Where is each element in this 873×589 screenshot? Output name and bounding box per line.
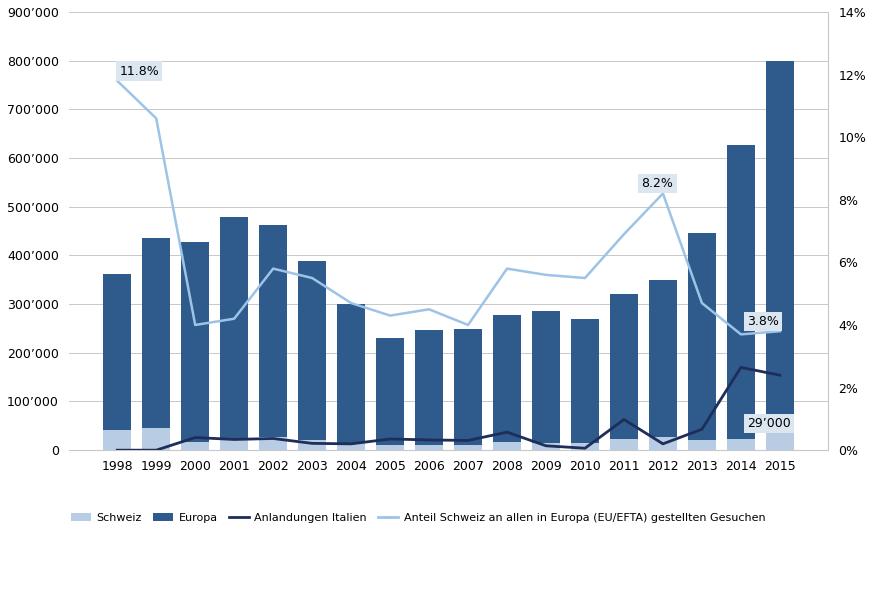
Bar — [493, 442, 521, 450]
Anlandungen Italien — [423, 436, 434, 444]
Anlandungen Italien — [151, 446, 162, 454]
Bar — [571, 443, 599, 450]
Bar — [688, 440, 716, 450]
Anteil Schweiz an allen in Europa (EU/EFTA) gestellten Gesuchen — [229, 315, 239, 322]
Bar — [571, 319, 599, 450]
Bar — [688, 233, 716, 450]
Text: 8.2%: 8.2% — [642, 177, 673, 190]
Bar — [376, 337, 404, 450]
Bar — [220, 217, 248, 450]
Anteil Schweiz an allen in Europa (EU/EFTA) gestellten Gesuchen — [346, 300, 356, 307]
Anlandungen Italien — [190, 434, 201, 441]
Bar — [727, 439, 755, 450]
Anlandungen Italien — [619, 416, 629, 423]
Bar — [649, 436, 677, 450]
Anlandungen Italien — [736, 364, 746, 371]
Anlandungen Italien — [580, 445, 590, 452]
Anteil Schweiz an allen in Europa (EU/EFTA) gestellten Gesuchen — [112, 77, 122, 84]
Anlandungen Italien — [268, 435, 278, 442]
Anlandungen Italien — [112, 446, 122, 454]
Anteil Schweiz an allen in Europa (EU/EFTA) gestellten Gesuchen — [268, 265, 278, 272]
Anlandungen Italien — [540, 442, 551, 449]
Anteil Schweiz an allen in Europa (EU/EFTA) gestellten Gesuchen — [423, 306, 434, 313]
Bar — [766, 431, 794, 450]
Bar — [415, 330, 443, 450]
Bar — [532, 312, 560, 450]
Bar — [182, 442, 210, 450]
Anlandungen Italien — [502, 429, 512, 436]
Anteil Schweiz an allen in Europa (EU/EFTA) gestellten Gesuchen — [657, 190, 668, 197]
Bar — [727, 145, 755, 450]
Bar — [454, 329, 482, 450]
Anteil Schweiz an allen in Europa (EU/EFTA) gestellten Gesuchen — [385, 312, 395, 319]
Anlandungen Italien — [385, 435, 395, 442]
Anlandungen Italien — [657, 441, 668, 448]
Bar — [532, 444, 560, 450]
Anteil Schweiz an allen in Europa (EU/EFTA) gestellten Gesuchen — [619, 231, 629, 238]
Anteil Schweiz an allen in Europa (EU/EFTA) gestellten Gesuchen — [697, 300, 707, 307]
Bar — [259, 225, 287, 450]
Anteil Schweiz an allen in Europa (EU/EFTA) gestellten Gesuchen — [307, 274, 318, 282]
Legend: Schweiz, Europa, Anlandungen Italien, Anteil Schweiz an allen in Europa (EU/EFTA: Schweiz, Europa, Anlandungen Italien, An… — [66, 508, 770, 527]
Anteil Schweiz an allen in Europa (EU/EFTA) gestellten Gesuchen — [736, 331, 746, 338]
Anlandungen Italien — [229, 436, 239, 443]
Anlandungen Italien — [463, 437, 473, 444]
Bar — [415, 445, 443, 450]
Anteil Schweiz an allen in Europa (EU/EFTA) gestellten Gesuchen — [580, 274, 590, 282]
Anlandungen Italien — [697, 426, 707, 433]
Bar — [142, 238, 170, 450]
Anteil Schweiz an allen in Europa (EU/EFTA) gestellten Gesuchen — [540, 272, 551, 279]
Text: 29’000: 29’000 — [746, 417, 791, 431]
Anlandungen Italien — [774, 372, 785, 379]
Text: 3.8%: 3.8% — [746, 315, 779, 328]
Bar — [493, 315, 521, 450]
Bar — [220, 441, 248, 450]
Bar — [259, 437, 287, 450]
Bar — [610, 294, 638, 450]
Bar — [103, 274, 131, 450]
Anteil Schweiz an allen in Europa (EU/EFTA) gestellten Gesuchen — [502, 265, 512, 272]
Bar — [337, 444, 365, 450]
Bar — [610, 439, 638, 450]
Bar — [376, 445, 404, 450]
Bar — [103, 430, 131, 450]
Text: 11.8%: 11.8% — [120, 65, 159, 78]
Anteil Schweiz an allen in Europa (EU/EFTA) gestellten Gesuchen — [463, 322, 473, 329]
Anteil Schweiz an allen in Europa (EU/EFTA) gestellten Gesuchen — [151, 115, 162, 122]
Bar — [298, 262, 327, 450]
Bar — [649, 280, 677, 450]
Bar — [337, 304, 365, 450]
Bar — [298, 440, 327, 450]
Anlandungen Italien — [307, 440, 318, 447]
Line: Anteil Schweiz an allen in Europa (EU/EFTA) gestellten Gesuchen: Anteil Schweiz an allen in Europa (EU/EF… — [117, 81, 780, 335]
Anlandungen Italien — [346, 441, 356, 448]
Bar — [766, 61, 794, 450]
Bar — [142, 428, 170, 450]
Line: Anlandungen Italien: Anlandungen Italien — [117, 368, 780, 450]
Bar — [182, 242, 210, 450]
Anteil Schweiz an allen in Europa (EU/EFTA) gestellten Gesuchen — [774, 327, 785, 335]
Anteil Schweiz an allen in Europa (EU/EFTA) gestellten Gesuchen — [190, 322, 201, 329]
Bar — [454, 445, 482, 450]
